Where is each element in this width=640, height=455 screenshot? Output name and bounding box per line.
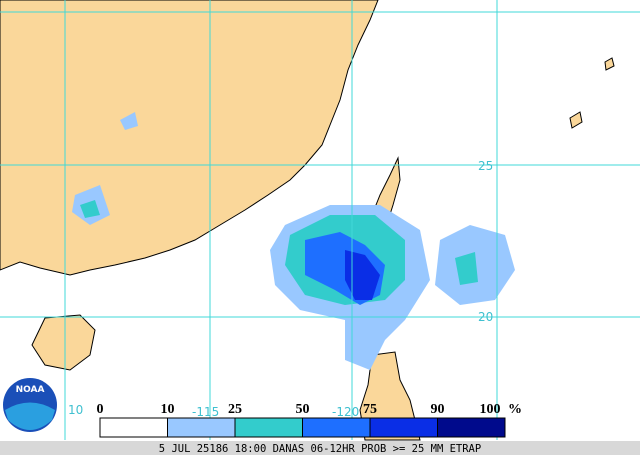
- legend-label: 100: [480, 402, 501, 417]
- lon-label: -120: [332, 405, 359, 419]
- noaa-logo: NOAA: [3, 378, 57, 432]
- rain-area: [345, 250, 380, 300]
- legend-swatch: [369, 417, 438, 438]
- lat-label: 25: [478, 159, 493, 173]
- graticule: [0, 0, 640, 440]
- legend-swatch: [234, 417, 303, 438]
- legend: 0 10 25 50 75 90 100%: [97, 402, 522, 438]
- legend-swatch: [99, 417, 168, 438]
- legend-label: 10: [161, 402, 175, 417]
- legend-label: 0: [97, 402, 104, 417]
- lat-label: 10: [68, 403, 83, 417]
- legend-swatch: [437, 417, 506, 438]
- footer-text: 5 JUL 25186 18:00 DANAS 06-12HR PROB >= …: [159, 443, 481, 455]
- legend-label: 75: [363, 402, 377, 417]
- legend-label: 25: [228, 402, 242, 417]
- rain-area: [72, 112, 138, 225]
- lon-label: -115: [192, 405, 219, 419]
- legend-label: 50: [296, 402, 310, 417]
- legend-unit: %: [508, 402, 522, 417]
- lat-label: 20: [478, 310, 493, 324]
- footer-bar: [0, 441, 640, 455]
- legend-swatch: [167, 417, 236, 438]
- islands: [569, 57, 615, 129]
- logo-text: NOAA: [16, 385, 45, 395]
- legend-label: 90: [431, 402, 445, 417]
- legend-swatch: [302, 417, 371, 438]
- logo-wave: [5, 402, 55, 430]
